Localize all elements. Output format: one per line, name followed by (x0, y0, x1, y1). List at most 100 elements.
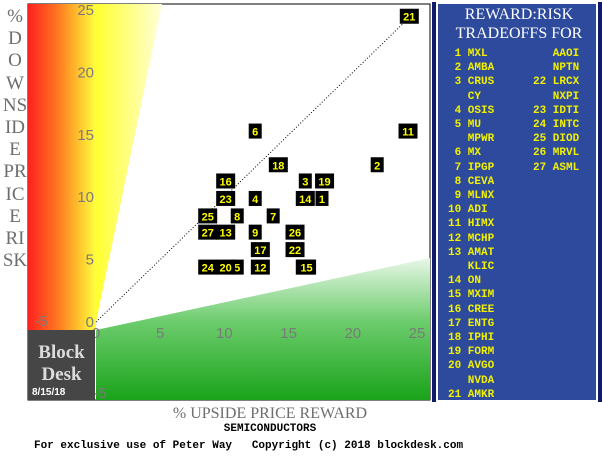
data-point-7: 7 (266, 208, 280, 224)
x-tick-label: 25 (409, 325, 426, 342)
data-point-24: 24 (198, 259, 218, 275)
data-point-label: 7 (270, 211, 276, 223)
legend-entry: 20 AVGO (448, 360, 495, 373)
brand-date: 8/15/18 (32, 387, 66, 398)
legend-entry: 7 IPGP (448, 161, 495, 174)
data-point-marker (295, 190, 315, 206)
data-point-label: 6 (252, 127, 258, 139)
legend-entry: 13 AMAT (448, 246, 495, 259)
legend-entry: 23 IDTI (533, 104, 580, 117)
x-tick-label: 15 (280, 325, 297, 342)
data-point-2: 2 (370, 157, 384, 173)
legend-entry: 14 ON (448, 275, 482, 288)
legend-entry: 10 ADI (448, 204, 488, 217)
legend-entry: 21 AMKR (448, 388, 495, 401)
x-tick-label: 10 (216, 325, 233, 342)
legend-entry: 26 MRVL (533, 147, 580, 160)
data-point-label: 26 (289, 228, 301, 240)
data-point-marker (298, 173, 312, 189)
legend-entry: 5 MU (448, 119, 482, 131)
legend-title-line1: REWARD:RISK (464, 6, 574, 23)
y-tick-label: 15 (77, 127, 94, 144)
data-point-25: 25 (198, 208, 218, 224)
data-point-marker (248, 190, 262, 206)
x-tick-label: 0 (92, 325, 100, 342)
data-point-marker (398, 123, 418, 139)
risk-zone (28, 4, 96, 330)
caution-wedge (96, 4, 162, 322)
data-point-marker (230, 208, 244, 224)
legend-entry: NPTN (533, 62, 580, 75)
data-point-label: 3 (302, 176, 308, 188)
data-point-label: 17 (254, 245, 266, 257)
data-point-label: 21 (403, 12, 415, 24)
data-point-marker (216, 190, 236, 206)
data-point-marker (268, 157, 288, 173)
data-point-4: 4 (248, 190, 262, 206)
legend-panel: REWARD:RISK TRADEOFFS FOR 1 MXL 2 AMBA 3… (432, 2, 602, 402)
legend-entry: KLIC (448, 261, 495, 273)
y-tick-label: 25 (77, 2, 94, 19)
data-point-marker (250, 259, 270, 275)
data-point-27: 27 (198, 224, 218, 240)
x-tick-label: 5 (156, 325, 164, 342)
data-point-marker (370, 157, 384, 173)
sector-label: SEMICONDUCTORS (223, 423, 317, 435)
data-point-label: 18 (272, 160, 284, 172)
legend-entry: MPWR (448, 133, 495, 146)
legend-entry: 2 AMBA (448, 62, 495, 75)
data-point-label: 23 (220, 194, 232, 206)
data-point-label: 4 (252, 194, 259, 206)
data-point-marker (216, 173, 236, 189)
data-point-label: 25 (202, 211, 214, 223)
data-point-label: 1 (319, 194, 325, 206)
legend-entry: 22 LRCX (533, 76, 580, 89)
data-point-marker (198, 208, 218, 224)
brand-line1: Block (38, 342, 85, 363)
data-point-13: 13 (216, 224, 236, 240)
legend-entry: NXPI (533, 90, 580, 103)
data-point-marker (248, 123, 262, 139)
legend-entry: CY (448, 90, 482, 103)
legend-entry: 11 HIMX (448, 218, 495, 231)
y-tick-label: 5 (86, 252, 94, 269)
legend-entry: 12 MCHP (448, 232, 495, 245)
copyright-footer: For exclusive use of Peter Way Copyright… (34, 440, 464, 452)
data-point-label: 20 (220, 263, 232, 275)
legend-entry: NVDA (448, 374, 495, 387)
legend-entry: 9 MLNX (448, 190, 495, 202)
legend-entry: 25 DIOD (533, 133, 580, 146)
legend-entry: 6 MX (448, 147, 482, 160)
data-point-14: 14 (295, 190, 315, 206)
data-point-9: 9 (248, 224, 262, 240)
data-point-marker (285, 224, 305, 240)
data-point-label: 19 (318, 176, 330, 188)
data-point-label: 27 (202, 228, 214, 240)
data-point-20: 20 (216, 259, 236, 275)
data-point-label: 13 (220, 228, 232, 240)
legend-entry: 3 CRUS (448, 76, 495, 89)
x-tick-label: 20 (344, 325, 361, 342)
data-point-label: 2 (374, 160, 380, 172)
data-point-23: 23 (216, 190, 236, 206)
y-tick-label-negative: -5 (34, 313, 47, 330)
reward-zone (96, 258, 430, 400)
data-point-19: 19 (315, 173, 335, 189)
data-point-label: 8 (234, 211, 240, 223)
data-point-15: 15 (297, 259, 317, 275)
legend-title-line2: TRADEOFFS FOR (455, 25, 583, 42)
data-point-marker (198, 224, 218, 240)
data-point-marker (315, 173, 335, 189)
data-point-21: 21 (399, 8, 419, 24)
data-point-label: 14 (299, 194, 312, 206)
data-point-marker (216, 259, 236, 275)
data-point-11: 11 (398, 123, 418, 139)
y-axis-label: % DOWNSIDE PRICE RISK (2, 6, 28, 272)
data-point-marker (216, 224, 236, 240)
legend-entry: 17 ENTG (448, 317, 495, 330)
legend-entry: 19 FORM (448, 346, 495, 359)
data-point-marker (250, 242, 270, 258)
legend-entry: 24 INTC (533, 119, 580, 131)
y-tick-label: 0 (86, 314, 94, 331)
data-point-marker (198, 259, 218, 275)
